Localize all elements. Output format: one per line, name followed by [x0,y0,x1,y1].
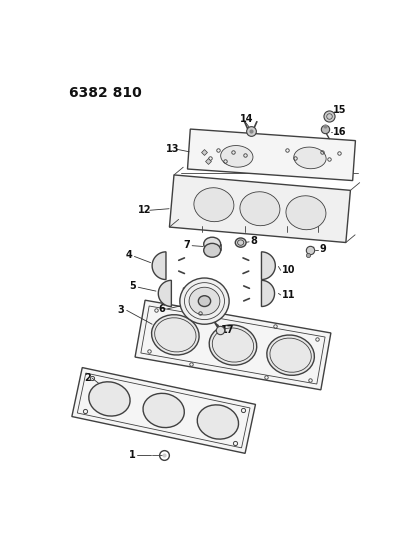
Ellipse shape [198,296,211,306]
Polygon shape [188,129,355,181]
Ellipse shape [194,188,234,222]
Text: 12: 12 [138,205,152,215]
Ellipse shape [204,237,221,251]
Ellipse shape [294,147,326,169]
Ellipse shape [180,278,229,324]
Text: 17: 17 [222,325,235,335]
Text: 2: 2 [84,373,91,383]
Polygon shape [152,252,166,280]
Text: 1: 1 [129,450,136,460]
Ellipse shape [152,314,199,355]
Ellipse shape [89,382,130,416]
Text: 16: 16 [333,127,346,137]
Ellipse shape [235,238,246,247]
Text: 5: 5 [129,281,136,290]
Text: 7: 7 [183,240,190,250]
Polygon shape [135,300,331,390]
Text: 13: 13 [166,144,180,154]
Text: 6: 6 [158,304,165,314]
Text: 9: 9 [320,244,327,254]
Text: 8: 8 [251,236,257,246]
Polygon shape [262,252,275,280]
Text: 15: 15 [333,105,346,115]
Ellipse shape [267,335,315,375]
Text: 6382 810: 6382 810 [69,85,142,100]
Polygon shape [169,175,350,243]
Text: 3: 3 [118,305,124,316]
Ellipse shape [197,405,239,439]
Ellipse shape [240,192,280,225]
Text: 10: 10 [282,265,295,276]
Ellipse shape [189,287,220,315]
Text: 11: 11 [282,290,295,300]
Text: 4: 4 [125,250,132,260]
Ellipse shape [204,244,221,257]
Polygon shape [158,280,171,306]
Polygon shape [262,280,275,306]
Ellipse shape [209,325,257,365]
Polygon shape [72,368,255,454]
Text: 14: 14 [240,115,253,124]
Ellipse shape [286,196,326,230]
Ellipse shape [221,146,253,167]
Ellipse shape [143,393,184,427]
